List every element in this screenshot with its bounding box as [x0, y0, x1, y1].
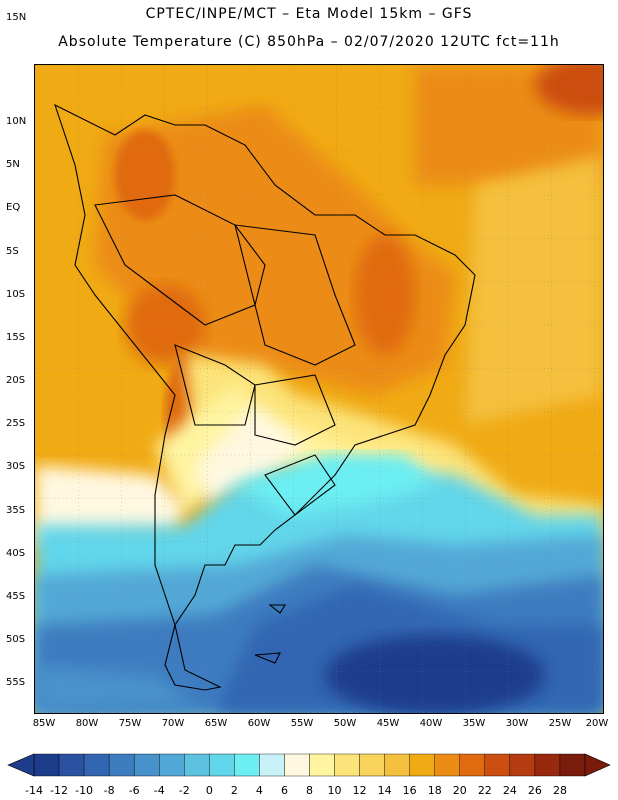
colorbar-swatch	[58, 753, 85, 777]
colorbar-label: -8	[103, 784, 115, 797]
colorbar-swatch	[434, 753, 460, 777]
colorbar-swatch	[259, 753, 285, 777]
colorbar-swatch	[309, 753, 335, 777]
lon-label: 35W	[462, 718, 486, 729]
colorbar-label: 28	[552, 784, 567, 797]
colorbar-swatch	[234, 753, 260, 777]
lat-label: 25S	[6, 418, 26, 429]
colorbar-label: -14	[25, 784, 43, 797]
lon-label: 25W	[548, 718, 572, 729]
colorbar-label: 26	[527, 784, 542, 797]
colorbar-label: -12	[50, 784, 69, 797]
colorbar-swatch	[559, 753, 586, 777]
colorbar-label: 20	[452, 784, 467, 797]
lat-label: 5S	[6, 246, 19, 257]
colorbar-swatch	[33, 753, 60, 777]
lat-label: 55S	[6, 677, 26, 688]
map-title: CPTEC/INPE/MCT – Eta Model 15km – GFS	[145, 6, 473, 22]
colorbar-swatch	[459, 753, 486, 777]
colorbar-swatch	[83, 753, 110, 777]
lon-label: 50W	[333, 718, 357, 729]
colorbar-swatch	[509, 753, 536, 777]
colorbar-label: -6	[128, 784, 140, 797]
colorbar-swatch	[159, 753, 185, 777]
lat-label: EQ	[6, 202, 21, 213]
colorbar-swatch	[359, 753, 385, 777]
colorbar-label: 6	[280, 784, 288, 797]
colorbar-swatch	[209, 753, 235, 777]
colorbar-swatch	[108, 753, 135, 777]
lat-label: 10N	[6, 116, 27, 127]
lat-label: 50S	[6, 634, 26, 645]
lon-label: 60W	[247, 718, 271, 729]
colorbar-label: 2	[230, 784, 238, 797]
lon-label: 20W	[585, 718, 609, 729]
lon-label: 55W	[290, 718, 314, 729]
colorbar-low-arrow	[7, 753, 35, 777]
colorbar-label: -10	[75, 784, 94, 797]
colorbar-swatch	[284, 753, 310, 777]
lon-label: 80W	[75, 718, 99, 729]
lat-label: 5N	[6, 159, 20, 170]
lat-label: 30S	[6, 461, 26, 472]
temperature-field	[35, 65, 603, 713]
lon-label: 70W	[161, 718, 185, 729]
colorbar-label: 24	[502, 784, 517, 797]
colorbar-label: 14	[377, 784, 392, 797]
colorbar-swatch	[384, 753, 410, 777]
colorbar-label: 4	[255, 784, 263, 797]
colorbar-swatch	[484, 753, 511, 777]
colorbar-label: 10	[327, 784, 342, 797]
temperature-map	[34, 64, 604, 714]
colorbar-label: 16	[402, 784, 417, 797]
lon-label: 30W	[505, 718, 529, 729]
colorbar-label: 0	[205, 784, 213, 797]
colorbar-swatch	[534, 753, 561, 777]
color-scale	[7, 753, 611, 777]
colorbar-swatch	[409, 753, 435, 777]
colorbar-high-arrow	[584, 753, 611, 777]
colorbar-label: 12	[352, 784, 367, 797]
lat-label: 45S	[6, 591, 26, 602]
lat-label: 40S	[6, 548, 26, 559]
lon-label: 45W	[376, 718, 400, 729]
colorbar-swatch	[184, 753, 210, 777]
lon-label: 65W	[204, 718, 228, 729]
colorbar-label: 22	[477, 784, 492, 797]
colorbar-label: 8	[306, 784, 313, 797]
colorbar-label: -4	[153, 784, 165, 797]
lat-label: 10S	[6, 289, 26, 300]
lat-label: 15S	[6, 332, 26, 343]
lon-label: 75W	[118, 718, 142, 729]
colorbar-swatch	[133, 753, 160, 777]
lat-label: 20S	[6, 375, 26, 386]
map-subtitle: Absolute Temperature (C) 850hPa – 02/07/…	[58, 34, 560, 50]
lon-label: 85W	[32, 718, 56, 729]
lon-label: 40W	[419, 718, 443, 729]
colorbar-swatch	[334, 753, 360, 777]
lat-label: 35S	[6, 505, 26, 516]
colorbar-label: -2	[178, 784, 190, 797]
colorbar-label: 18	[427, 784, 442, 797]
lat-label: 15N	[6, 12, 27, 23]
